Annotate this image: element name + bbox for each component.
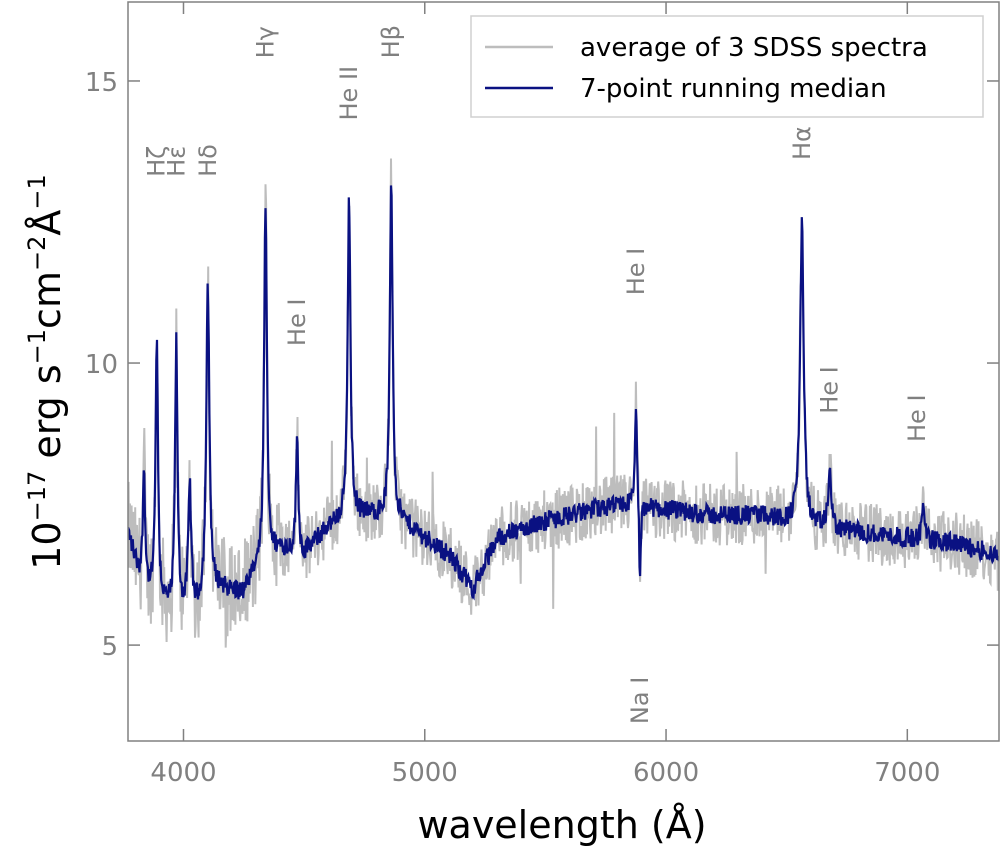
line-label: Hδ bbox=[194, 144, 222, 177]
x-tick-label: 5000 bbox=[392, 758, 458, 788]
raw-spectrum-line bbox=[128, 158, 999, 648]
plot-background bbox=[128, 2, 999, 741]
y-axis-title-part: Å bbox=[25, 210, 69, 236]
y-axis-title-part: −1 bbox=[23, 329, 51, 364]
line-label: Hε bbox=[162, 146, 190, 177]
line-label: He I bbox=[622, 248, 650, 296]
x-tick-label: 6000 bbox=[633, 758, 699, 788]
plot-frame bbox=[127, 1, 1000, 742]
line-label: He I bbox=[816, 366, 844, 414]
line-label: He II bbox=[335, 66, 363, 121]
y-tick-label: 15 bbox=[85, 68, 118, 98]
y-axis-title-part: cm bbox=[25, 271, 69, 329]
median-spectrum-line bbox=[128, 185, 999, 601]
x-axis-title: wavelength (Å) bbox=[417, 803, 706, 847]
legend-label-raw: average of 3 SDSS spectra bbox=[580, 33, 928, 63]
y-axis-title-part: erg s bbox=[25, 364, 69, 470]
x-tick-label: 7000 bbox=[874, 758, 940, 788]
legend-box bbox=[470, 15, 984, 118]
y-axis-title: 10−17 erg s−1cm−2Å−1 bbox=[23, 174, 69, 570]
y-axis-title-part: −1 bbox=[23, 174, 51, 209]
legend: average of 3 SDSS spectra 7-point runnin… bbox=[470, 15, 984, 118]
line-label: He I bbox=[903, 394, 931, 442]
line-label: Hγ bbox=[252, 26, 280, 58]
axis-ticks: 4000 5000 6000 7000 5 10 15 bbox=[85, 2, 999, 788]
y-tick-label: 10 bbox=[85, 350, 118, 380]
y-axis-title-part: −2 bbox=[23, 236, 51, 271]
y-tick-label: 5 bbox=[101, 632, 118, 662]
line-label: Hζ bbox=[143, 146, 171, 177]
x-tick-label: 4000 bbox=[150, 758, 216, 788]
line-label: He I bbox=[283, 299, 311, 347]
line-label: Hβ bbox=[377, 25, 405, 58]
median-spectrum-layer bbox=[128, 185, 999, 601]
raw-spectrum-layer bbox=[128, 158, 999, 648]
legend-label-median: 7-point running median bbox=[580, 74, 887, 104]
line-label: Na I bbox=[626, 677, 654, 724]
y-axis-title-part: 10 bbox=[25, 521, 69, 569]
line-label: Hα bbox=[788, 126, 816, 160]
y-axis-title-part: −17 bbox=[23, 471, 51, 522]
